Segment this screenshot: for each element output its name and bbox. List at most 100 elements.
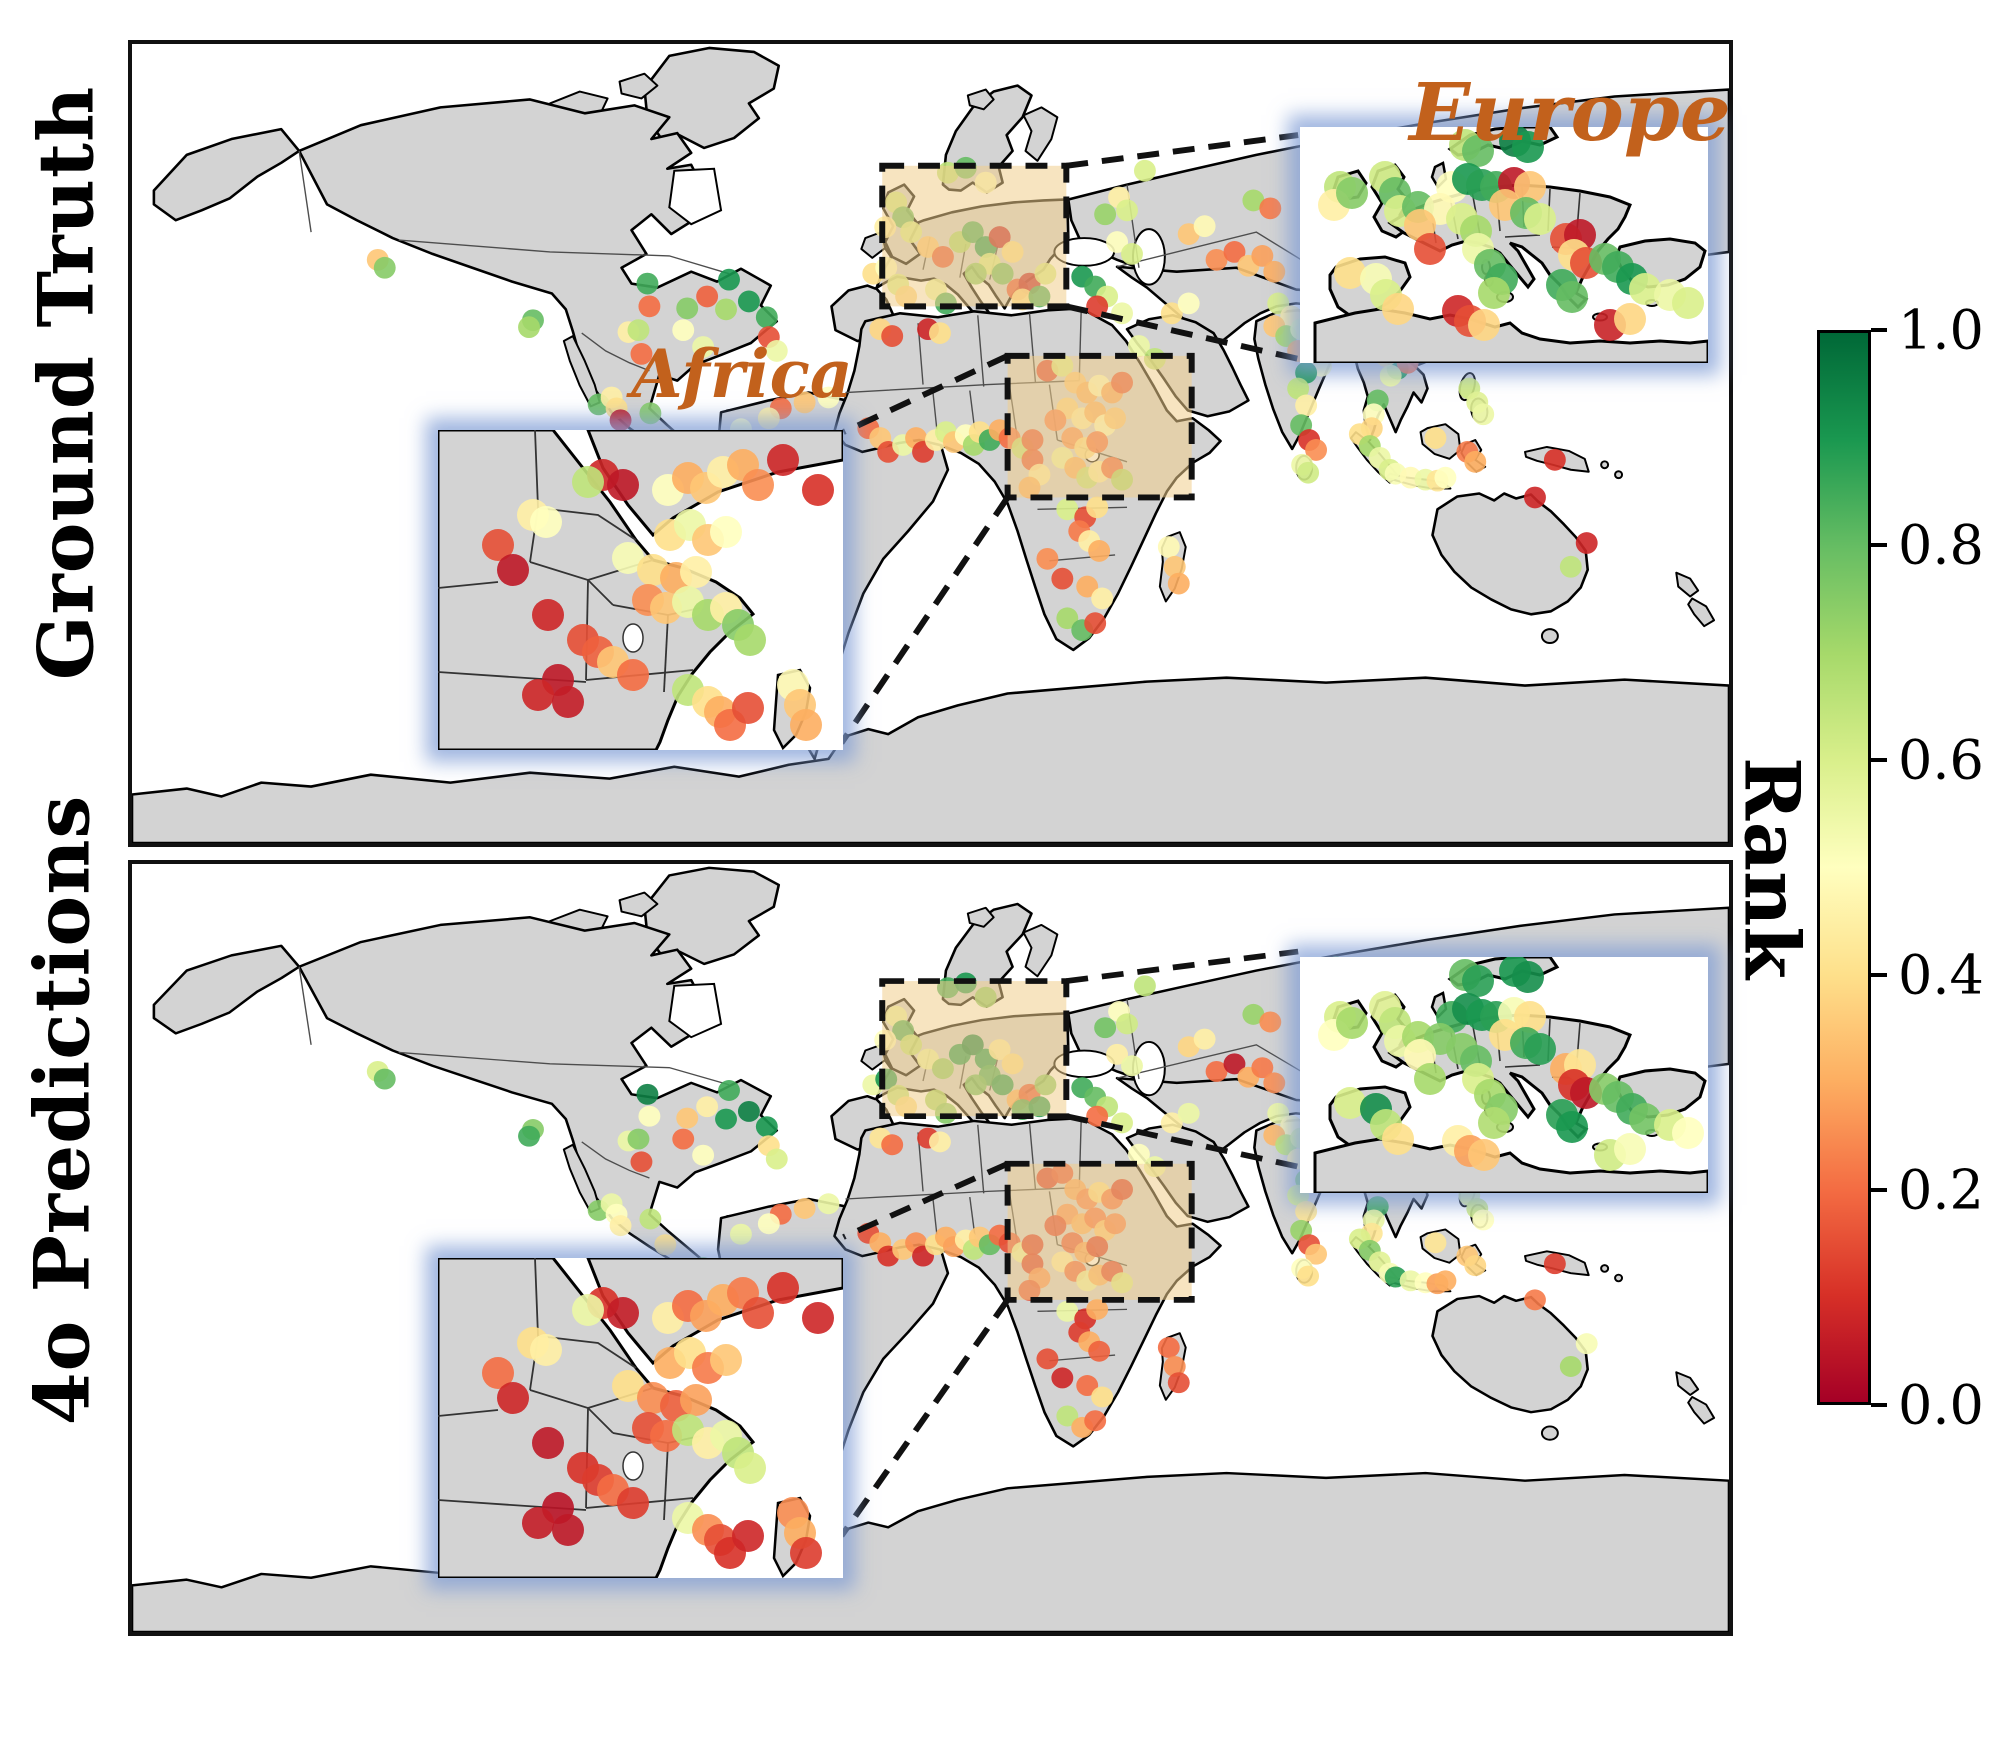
zoom-rect-africa	[1007, 355, 1192, 498]
zoom-connector-line	[1065, 1113, 1299, 1170]
data-point	[1575, 1333, 1598, 1355]
data-point	[1434, 466, 1457, 489]
row-title-4o-predictions: 4o Predictions	[17, 794, 107, 1426]
data-point	[1468, 309, 1500, 341]
colorbar-tick-mark	[1871, 543, 1887, 547]
data-point	[1462, 965, 1494, 997]
data-point	[1514, 1001, 1546, 1033]
data-point	[497, 554, 529, 586]
data-point	[373, 1068, 396, 1090]
data-point	[767, 444, 799, 476]
data-point	[1056, 607, 1079, 630]
scatter-points	[482, 444, 834, 741]
colorbar-tick-label: 0.8	[1898, 513, 1984, 577]
data-point	[1242, 189, 1265, 212]
data-point	[1251, 1057, 1274, 1079]
data-point	[1672, 287, 1704, 319]
europe-inset-ground-truth	[1300, 127, 1708, 363]
data-point	[742, 1297, 774, 1329]
data-point	[1223, 1053, 1246, 1075]
data-point	[1056, 1300, 1079, 1322]
zoom-connector-line	[1065, 948, 1299, 984]
data-point	[718, 268, 740, 291]
data-point	[617, 1487, 649, 1519]
zoom-connector-line	[1065, 132, 1299, 169]
africa-inset-predictions	[438, 1258, 843, 1578]
data-point	[692, 336, 715, 358]
data-point	[639, 402, 662, 425]
data-point	[1167, 1372, 1190, 1394]
data-point	[654, 1234, 677, 1256]
data-point	[1157, 536, 1180, 558]
data-point	[1336, 177, 1368, 209]
data-point	[1336, 1007, 1368, 1039]
data-point	[817, 386, 840, 409]
data-point	[730, 1223, 752, 1245]
data-point	[1088, 540, 1111, 562]
zoom-rect-border	[879, 162, 1070, 310]
data-point	[676, 297, 699, 320]
data-point	[1556, 281, 1588, 313]
data-point	[1434, 1270, 1457, 1292]
data-point	[1205, 1060, 1228, 1082]
colorbar-tick-label: 0.4	[1898, 943, 1984, 1007]
data-point	[627, 1128, 650, 1150]
data-point	[572, 466, 604, 498]
data-point	[696, 1096, 719, 1118]
data-point	[630, 343, 653, 365]
data-point	[672, 1128, 695, 1150]
colorbar-title: Rank	[1727, 756, 1817, 980]
data-point	[676, 1107, 699, 1129]
colorbar-tick-mark	[1871, 973, 1887, 977]
data-point	[1478, 1107, 1510, 1139]
data-point	[482, 529, 514, 561]
zoom-connector-line	[1065, 303, 1299, 362]
data-point	[1334, 1087, 1366, 1119]
data-point	[630, 1151, 653, 1173]
data-point	[1177, 1102, 1200, 1124]
data-point	[802, 474, 834, 506]
data-point	[929, 322, 951, 344]
data-point	[530, 506, 562, 538]
data-point	[1036, 547, 1059, 570]
data-point	[552, 1514, 584, 1546]
colorbar-tick-mark	[1871, 1403, 1887, 1407]
data-point	[710, 516, 742, 548]
data-point	[1223, 241, 1246, 263]
zoom-connector-line	[842, 353, 1009, 435]
data-point	[1251, 244, 1274, 267]
data-point	[817, 1193, 840, 1215]
data-point	[765, 1148, 788, 1170]
europe-inset-land	[1313, 127, 1708, 363]
zoom-annotations	[838, 948, 1299, 1538]
data-point	[638, 295, 661, 318]
data-point	[1133, 975, 1156, 997]
data-point	[1193, 1028, 1216, 1050]
data-point	[607, 1297, 639, 1329]
data-point	[1524, 1033, 1556, 1065]
data-point	[1160, 302, 1183, 325]
data-point	[530, 1334, 562, 1366]
data-point	[1512, 131, 1544, 163]
data-point	[1512, 961, 1544, 993]
zoom-rect-europe	[882, 981, 1067, 1117]
data-point	[1086, 1298, 1109, 1320]
data-point	[1094, 203, 1117, 226]
data-point	[609, 409, 632, 432]
zoom-annotations	[838, 132, 1299, 745]
data-point	[802, 1302, 834, 1334]
data-point	[1672, 1117, 1704, 1149]
data-point	[1163, 1356, 1186, 1377]
colorbar-tick-label: 0.6	[1898, 728, 1984, 792]
data-point	[734, 1452, 766, 1484]
data-point	[1424, 1232, 1447, 1254]
data-point	[755, 306, 778, 329]
data-point	[732, 1520, 764, 1552]
zoom-rect-europe	[882, 165, 1067, 307]
data-point	[765, 340, 788, 362]
scatter-points	[482, 1272, 834, 1569]
data-point	[1543, 448, 1566, 471]
data-point	[638, 1105, 661, 1127]
scatter-points	[1318, 127, 1704, 341]
data-point	[532, 599, 564, 631]
